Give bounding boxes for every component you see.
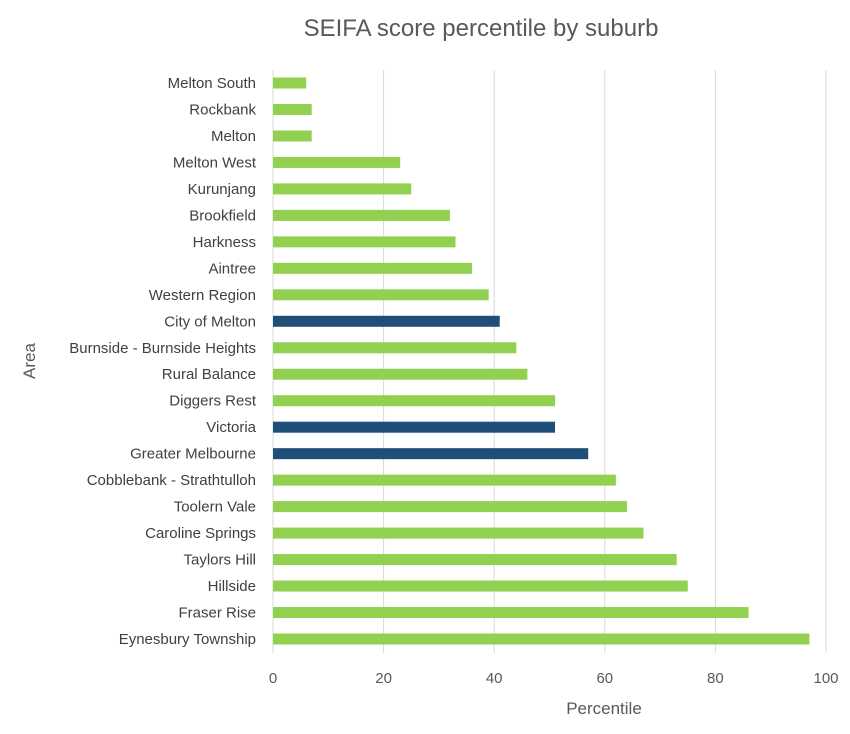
- x-tick-label: 20: [375, 670, 392, 687]
- bar: [273, 262, 473, 274]
- category-labels: Melton South Rockbank Melton Melton West Kur…: [69, 75, 257, 648]
- category-label: Rural Balance: [162, 366, 256, 383]
- category-label: Melton West: [173, 154, 257, 171]
- bar: [273, 527, 644, 539]
- bar: [273, 236, 456, 248]
- y-axis-title: Area: [20, 343, 39, 379]
- bar: [273, 130, 312, 142]
- category-label: Kurunjang: [188, 181, 256, 198]
- chart-title: SEIFA score percentile by suburb: [304, 15, 659, 42]
- bar: [273, 103, 312, 115]
- category-label: Melton South: [168, 75, 256, 92]
- x-tick-label: 80: [707, 670, 724, 687]
- category-label: Taylors Hill: [183, 552, 256, 569]
- bar: [273, 421, 556, 433]
- bar: [273, 342, 517, 354]
- category-label: Eynesbury Township: [119, 631, 256, 648]
- category-label: Rockbank: [189, 101, 256, 118]
- category-label: Caroline Springs: [145, 525, 256, 542]
- bar: [273, 474, 616, 486]
- bar: [273, 580, 688, 592]
- x-tick-label: 60: [596, 670, 613, 687]
- category-label: Greater Melbourne: [130, 446, 256, 463]
- bar: [273, 633, 810, 645]
- x-tick-label: 40: [486, 670, 503, 687]
- category-label: Fraser Rise: [178, 605, 256, 622]
- bar: [273, 395, 556, 407]
- x-tick-label: 0: [269, 670, 277, 687]
- bar: [273, 77, 307, 89]
- category-label: Cobblebank - Strathtulloh: [87, 472, 256, 489]
- category-label: Diggers Rest: [169, 393, 257, 410]
- x-axis-title: Percentile: [566, 699, 642, 718]
- category-label: City of Melton: [164, 313, 256, 330]
- category-label: Victoria: [206, 419, 256, 436]
- bar: [273, 156, 401, 168]
- category-label: Toolern Vale: [174, 499, 256, 516]
- bar: [273, 368, 528, 380]
- category-label: Hillside: [208, 578, 256, 595]
- bar: [273, 209, 450, 221]
- category-label: Burnside - Burnside Heights: [69, 340, 256, 357]
- x-tick-label: 100: [813, 670, 838, 687]
- category-label: Aintree: [208, 260, 256, 277]
- bar: [273, 315, 500, 327]
- bar: [273, 183, 412, 195]
- bar: [273, 554, 677, 566]
- bars: [273, 77, 810, 645]
- bar: [273, 501, 627, 513]
- category-label: Brookfield: [189, 207, 256, 224]
- x-tick-labels: 0 20 40 60 80 100: [269, 670, 839, 687]
- category-label: Melton: [211, 128, 256, 145]
- category-label: Western Region: [149, 287, 256, 304]
- bar: [273, 289, 489, 301]
- bar: [273, 448, 589, 460]
- bar: [273, 607, 749, 619]
- category-label: Harkness: [193, 234, 256, 251]
